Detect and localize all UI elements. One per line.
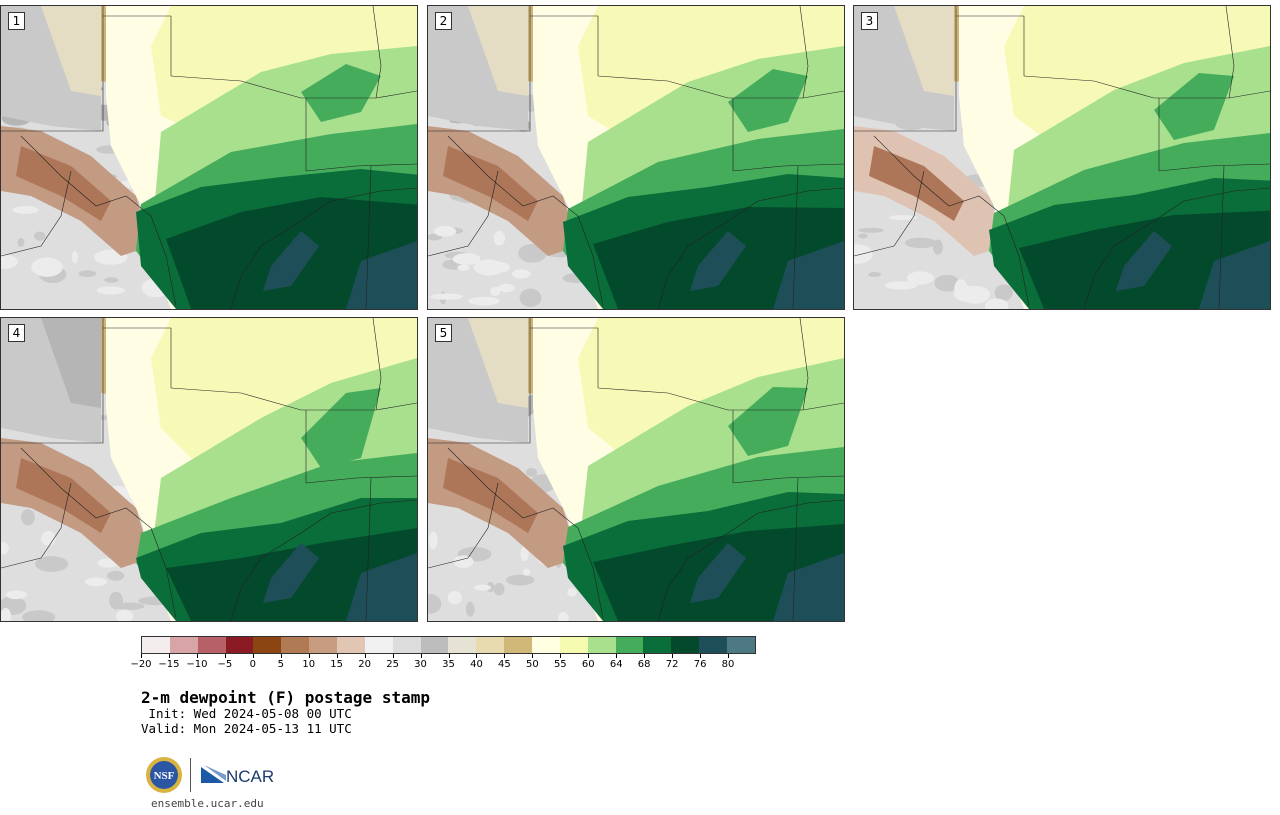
member-label: 1 (8, 12, 25, 30)
colorbar-swatch (281, 637, 310, 653)
colorbar-tick-label: 45 (498, 659, 511, 670)
colorbar-tick (392, 654, 394, 658)
colorbar-tick (420, 654, 422, 658)
colorbar-swatch (587, 637, 616, 653)
colorbar-swatch (253, 637, 282, 653)
colorbar-tick (364, 654, 366, 658)
colorbar-swatch (448, 637, 477, 653)
colorbar-tick (616, 654, 618, 658)
colorbar-swatch (699, 637, 728, 653)
map-panel-2: 2 (427, 5, 845, 310)
colorbar-tick (224, 654, 226, 658)
init-time: Init: Wed 2024-05-08 00 UTC (141, 706, 352, 721)
colorbar-tick-label: 55 (553, 659, 567, 670)
colorbar-tick-label: 0 (249, 659, 256, 670)
colorbar-swatch (559, 637, 588, 653)
colorbar-tick (168, 654, 170, 658)
dewpoint-map (854, 6, 1270, 309)
colorbar-tick-label: 20 (358, 659, 371, 670)
colorbar-tick (700, 654, 702, 658)
colorbar-swatch (309, 637, 338, 653)
colorbar-swatch (476, 637, 505, 653)
map-panel-1: 1 (0, 5, 418, 310)
colorbar-tick (308, 654, 310, 658)
colorbar-tick-label: 35 (442, 659, 455, 670)
colorbar-tick-label: 68 (637, 659, 651, 670)
colorbar-tick (728, 654, 730, 658)
colorbar-tick-label: 76 (693, 659, 707, 670)
member-label: 3 (861, 12, 878, 30)
colorbar-tick-label: 64 (609, 659, 623, 670)
colorbar-tick (196, 654, 198, 658)
colorbar-tick (476, 654, 478, 658)
colorbar-swatch (615, 637, 644, 653)
colorbar-tick-label: 80 (721, 659, 735, 670)
colorbar-tick-label: 25 (386, 659, 399, 670)
colorbar-tick (672, 654, 674, 658)
colorbar-tick-label: 15 (330, 659, 344, 670)
nsf-logo-text: NSF (154, 770, 175, 782)
dewpoint-colorbar (141, 636, 756, 654)
ncar-logo-text: NCAR (226, 767, 274, 786)
member-label: 5 (435, 324, 452, 342)
colorbar-tick (644, 654, 646, 658)
colorbar-tick (141, 654, 142, 658)
colorbar-tick (504, 654, 506, 658)
colorbar-tick (560, 654, 562, 658)
colorbar-tick (448, 654, 450, 658)
valid-time: Valid: Mon 2024-05-13 11 UTC (141, 721, 352, 736)
colorbar-tick (532, 654, 534, 658)
colorbar-tick-label: 50 (525, 659, 539, 670)
colorbar-tick-label: 60 (581, 659, 595, 670)
colorbar-swatch (643, 637, 672, 653)
map-panel-5: 5 (427, 317, 845, 622)
figure-title: 2-m dewpoint (F) postage stamp (141, 688, 430, 707)
dewpoint-map (1, 318, 417, 621)
colorbar-tick (336, 654, 338, 658)
map-panel-4: 4 (0, 317, 418, 622)
member-label: 2 (435, 12, 452, 30)
colorbar-swatch (197, 637, 226, 653)
colorbar-tick-label: 40 (470, 659, 483, 670)
colorbar-tick-label: 5 (277, 659, 284, 670)
colorbar-swatch (225, 637, 254, 653)
colorbar-tick-label: −5 (217, 659, 233, 670)
site-url: ensemble.ucar.edu (151, 797, 264, 810)
colorbar-tick-label: 30 (414, 659, 427, 670)
colorbar-swatch (504, 637, 533, 653)
colorbar-tick (280, 654, 282, 658)
colorbar-swatch (671, 637, 700, 653)
map-panel-3: 3 (853, 5, 1271, 310)
colorbar-tick (252, 654, 254, 658)
colorbar-swatch (727, 637, 755, 653)
colorbar-swatch (142, 637, 170, 653)
colorbar-swatch (337, 637, 365, 653)
logos: NSF NCAR (145, 756, 276, 794)
colorbar-swatch (364, 637, 393, 653)
colorbar-tick-label: 10 (302, 659, 316, 670)
colorbar-swatch (392, 637, 421, 653)
dewpoint-map (428, 6, 844, 309)
dewpoint-map (1, 6, 417, 309)
dewpoint-map (428, 318, 844, 621)
member-label: 4 (8, 324, 25, 342)
colorbar-tick-label: −15 (158, 659, 180, 670)
logo-divider (190, 758, 191, 792)
nsf-logo: NSF (146, 757, 182, 793)
colorbar-tick-label: 72 (665, 659, 679, 670)
colorbar-tick-label: −10 (186, 659, 208, 670)
ncar-logo: NCAR (201, 765, 274, 786)
colorbar-swatch (169, 637, 198, 653)
colorbar-ticks: −20 −15 −10 −5 0 5 10 15 20 25 30 35 40 45 50 55 60 64 68 7… (130, 654, 756, 674)
colorbar-tick (588, 654, 590, 658)
colorbar-swatch (420, 637, 449, 653)
colorbar-tick-label: −20 (130, 659, 152, 670)
colorbar-swatch (532, 637, 560, 653)
